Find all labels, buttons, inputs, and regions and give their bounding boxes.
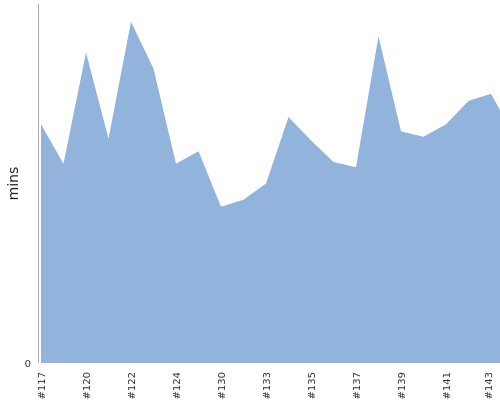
x-tick-label: #135 (307, 372, 318, 399)
x-tick-label: #143 (484, 372, 495, 399)
x-tick-label: #133 (262, 372, 273, 399)
x-tick-labels: #117 #120 #122 #124 #130 #133 #135 #137 #139 #141… (37, 372, 495, 399)
x-tick-label: #141 (442, 372, 453, 399)
x-tick-label: #137 (352, 372, 363, 399)
x-tick-label: #122 (127, 372, 138, 399)
x-tick-label: #117 (37, 372, 48, 399)
series-area (41, 21, 500, 363)
plot-area (41, 21, 500, 363)
x-tick-label: #139 (397, 372, 408, 399)
y-tick-label: 0 (25, 359, 31, 370)
x-tick-label: #124 (172, 372, 183, 399)
x-tick-label: #120 (82, 372, 93, 399)
x-tick-label: #130 (217, 372, 228, 399)
y-axis-title: mins (6, 167, 22, 201)
